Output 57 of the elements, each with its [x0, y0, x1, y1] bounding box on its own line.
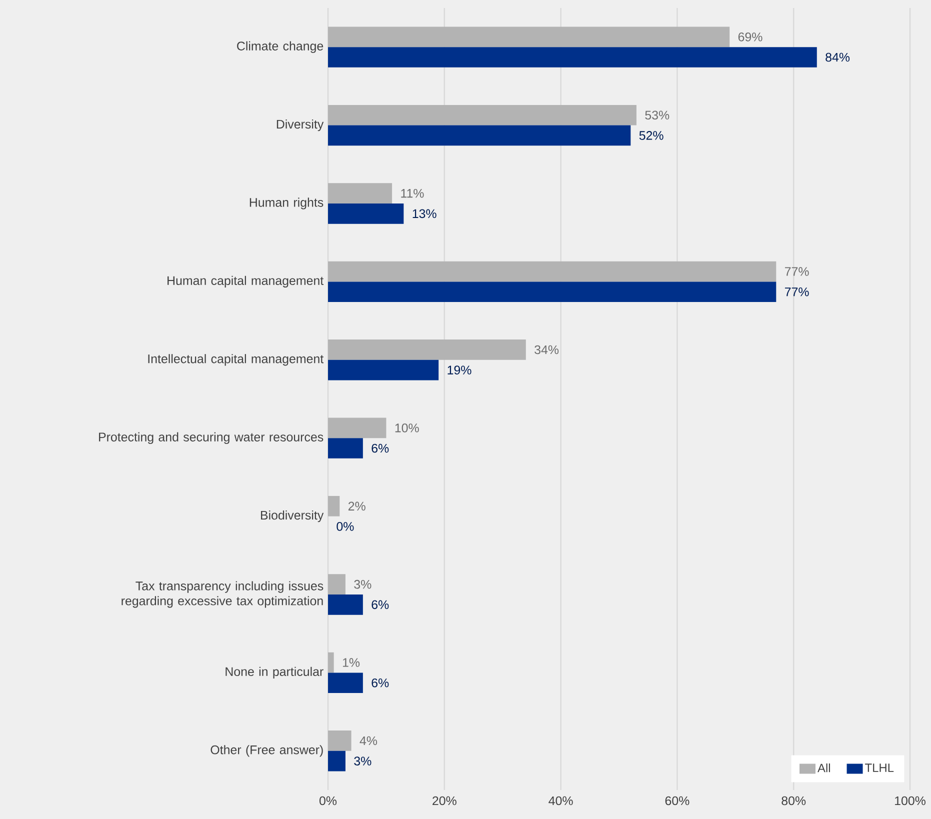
bar [328, 730, 352, 751]
bar [328, 47, 817, 68]
data-label: 77% [784, 288, 809, 296]
y-tick-label: Tax transparency including issues regarding excessive tax optimization [122, 581, 324, 608]
y-tick-label: Climate change [237, 41, 324, 53]
bar [328, 496, 340, 516]
x-tick-label: 20% [432, 796, 456, 806]
bar [328, 203, 404, 224]
data-label: 11% [401, 188, 424, 198]
x-tick-label: 60% [665, 796, 690, 806]
bar [328, 104, 636, 126]
bar [328, 672, 363, 694]
bar [328, 261, 776, 282]
bar [328, 183, 392, 204]
bar [328, 360, 439, 380]
bar [328, 652, 334, 673]
data-label: 2% [348, 502, 366, 511]
y-tick-label: Intellectual capital management [148, 354, 324, 366]
data-label: 6% [372, 444, 389, 453]
data-label: 34% [534, 345, 559, 354]
data-label: 84% [826, 52, 850, 62]
y-tick-label: Human capital management [168, 276, 324, 288]
data-label: 13% [412, 209, 436, 218]
x-tick-label: 40% [548, 796, 573, 806]
data-label: 3% [354, 580, 372, 589]
bar [328, 26, 730, 48]
bar [328, 125, 631, 146]
y-tick-label: Biodiversity [260, 510, 324, 522]
y-tick-label: Diversity [276, 119, 324, 132]
data-label: 6% [372, 600, 389, 610]
y-tick-label: Human rights [250, 198, 324, 210]
data-label: 69% [738, 32, 762, 42]
x-tick-label: 80% [782, 796, 806, 806]
y-tick-label: Protecting and securing water resources [99, 432, 324, 444]
data-label: 4% [360, 736, 378, 746]
bar [328, 418, 386, 438]
bar [328, 340, 526, 360]
y-tick-label: None in particular [226, 666, 324, 678]
legend-label: All [818, 763, 830, 772]
bar [328, 282, 776, 302]
y-tick-label: Other (Free answer) [210, 745, 323, 757]
data-label: 3% [354, 756, 372, 766]
legend-label: TLHL [865, 764, 894, 772]
x-tick-label: 0% [319, 796, 337, 806]
data-label: 52% [639, 131, 664, 140]
bar [328, 750, 346, 772]
data-label: 1% [342, 658, 360, 667]
x-tick-label: 100% [895, 796, 926, 806]
bar [328, 574, 346, 594]
bar [328, 594, 363, 615]
data-label: 53% [645, 110, 670, 120]
data-label: 0% [336, 522, 354, 531]
data-label: 19% [448, 366, 472, 374]
bar [328, 438, 363, 458]
data-label: 77% [784, 267, 809, 276]
data-label: 6% [372, 678, 389, 688]
data-label: 10% [395, 424, 419, 432]
